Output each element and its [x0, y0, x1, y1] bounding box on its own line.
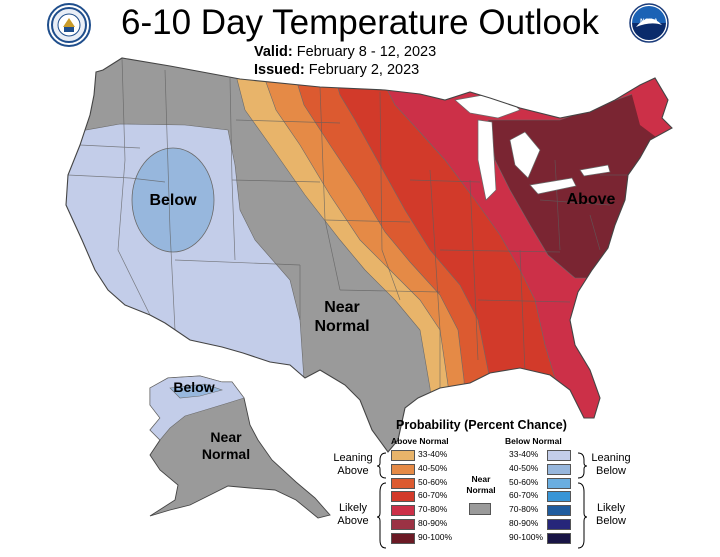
legend-likely-below: Likely Below — [586, 502, 636, 528]
valid-date: Valid: February 8 - 12, 2023 — [254, 44, 436, 60]
label-above: Above — [566, 191, 616, 208]
likely-above-2: Above — [337, 515, 369, 527]
below-swatch-3 — [547, 477, 571, 489]
legend-above-header: Above Normal — [391, 436, 449, 446]
legend-below-header: Below Normal — [505, 436, 562, 446]
below-swatch-5 — [547, 505, 571, 517]
legend-likely-above: Likely Above — [328, 502, 378, 528]
above-swatch-5 — [391, 505, 415, 517]
above-swatch-label-1: 33-40% — [418, 449, 448, 459]
legend-title: Probability (Percent Chance) — [396, 418, 567, 432]
above-swatch-3 — [391, 477, 415, 489]
below-swatch-7 — [547, 532, 571, 544]
legend-swatch-near-normal — [469, 503, 491, 515]
svg-text:NOAA: NOAA — [640, 19, 658, 25]
near-normal-2: Normal — [466, 485, 496, 495]
page-title: 6-10 Day Temperature Outlook — [121, 3, 599, 42]
leaning-below-2: Below — [596, 465, 626, 477]
below-swatch-label-5: 70-80% — [509, 504, 539, 515]
below-swatch-6 — [547, 519, 571, 530]
above-swatch-6 — [391, 519, 415, 530]
legend-leaning-below: Leaning Below — [586, 452, 636, 478]
above-swatch-7 — [391, 532, 415, 544]
below-swatch-4 — [547, 491, 571, 503]
below-swatch-label-2: 40-50% — [509, 462, 539, 473]
above-swatch-label-5: 70-80% — [418, 504, 448, 515]
legend-near-normal: Near Normal — [458, 474, 504, 496]
below-swatch-label-1: 33-40% — [509, 449, 539, 459]
above-swatch-label-6: 80-90% — [418, 518, 448, 528]
great-lakes — [454, 91, 611, 201]
below-swatch-label-3: 50-60% — [509, 476, 539, 487]
likely-below-1: Likely — [596, 502, 626, 514]
noaa-logo-icon: NOAA — [629, 3, 669, 43]
above-swatch-label-4: 60-70% — [418, 490, 448, 501]
valid-label: Valid: — [254, 44, 293, 60]
below-swatch-label-6: 80-90% — [509, 518, 539, 528]
above-swatch-1 — [391, 450, 415, 461]
above-swatch-4 — [391, 491, 415, 503]
label-below: Below — [149, 192, 197, 209]
alaska — [149, 375, 331, 519]
below-swatch-1 — [547, 450, 571, 461]
label-near-normal-2: Normal — [314, 318, 370, 335]
issued-date: Issued: February 2, 2023 — [254, 62, 419, 78]
above-swatch-label-3: 50-60% — [418, 476, 448, 487]
valid-value: February 8 - 12, 2023 — [296, 44, 437, 60]
label-alaska-near-1: Near — [210, 429, 242, 445]
near-normal-1: Near — [471, 474, 491, 484]
above-swatch-label-2: 40-50% — [418, 462, 448, 473]
likely-below-2: Below — [596, 515, 626, 527]
above-swatch-label-7: 90-100% — [418, 531, 453, 542]
issued-label: Issued: — [254, 62, 305, 78]
label-alaska-near-normal: Near Normal — [190, 429, 262, 463]
label-alaska-near-2: Normal — [201, 446, 251, 462]
below-swatch-label-7: 90-100% — [509, 531, 544, 542]
commerce-seal-icon — [47, 3, 91, 47]
legend-leaning-above: Leaning Above — [328, 452, 378, 478]
leaning-below-1: Leaning — [591, 452, 631, 464]
issued-value: February 2, 2023 — [308, 62, 420, 78]
leaning-above-1: Leaning — [333, 452, 373, 464]
label-near-normal: Near Normal — [300, 298, 384, 336]
label-alaska-below: Below — [173, 379, 215, 395]
above-swatch-2 — [391, 463, 415, 475]
below-swatch-label-4: 60-70% — [509, 490, 539, 501]
label-near-normal-1: Near — [324, 299, 360, 316]
likely-above-1: Likely — [338, 502, 368, 514]
below-swatch-2 — [547, 463, 571, 475]
leaning-above-2: Above — [337, 465, 369, 477]
region-below-40-50 — [131, 147, 215, 253]
